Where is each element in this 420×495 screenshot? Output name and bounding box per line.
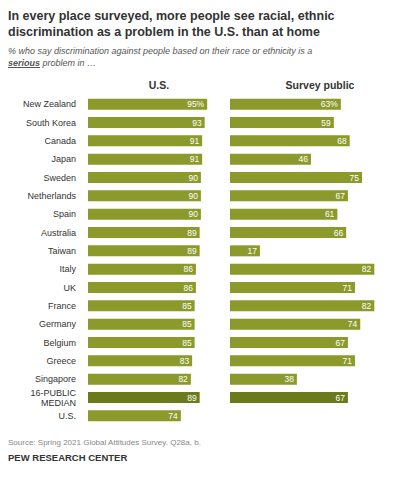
- svg-text:74: 74: [348, 319, 358, 329]
- svg-text:Japan: Japan: [51, 154, 76, 164]
- svg-text:UK: UK: [63, 283, 76, 293]
- svg-text:71: 71: [342, 283, 352, 293]
- svg-text:New Zealand: New Zealand: [23, 99, 76, 109]
- html-text:Source: Spring 2021 Global Att: Source: Spring 2021 Global Attitudes Sur…: [8, 438, 201, 447]
- html-text:PEW RESEARCH CENTER: PEW RESEARCH CENTER: [8, 452, 128, 463]
- svg-text:83: 83: [180, 356, 190, 366]
- svg-text:91: 91: [190, 136, 200, 146]
- svg-text:61: 61: [325, 209, 335, 219]
- svg-text:Italy: Italy: [59, 264, 76, 274]
- svg-text:90: 90: [188, 191, 198, 201]
- svg-text:Canada: Canada: [44, 136, 76, 146]
- svg-text:90: 90: [188, 173, 198, 183]
- svg-text:Netherlands: Netherlands: [27, 191, 76, 201]
- svg-text:89: 89: [187, 393, 197, 403]
- svg-text:82: 82: [178, 374, 188, 384]
- svg-text:68: 68: [337, 136, 347, 146]
- svg-text:16-PUBLICMEDIAN: 16-PUBLICMEDIAN: [30, 388, 76, 408]
- svg-text:67: 67: [335, 191, 345, 201]
- svg-text:85: 85: [182, 338, 192, 348]
- svg-text:86: 86: [183, 264, 193, 274]
- html-text:serious problem in …: serious problem in …: [8, 58, 96, 68]
- svg-text:Sweden: Sweden: [43, 173, 76, 183]
- svg-text:46: 46: [298, 154, 308, 164]
- html-text:% who say discrimination again: % who say discrimination against people …: [8, 46, 313, 56]
- svg-text:75: 75: [350, 173, 360, 183]
- svg-text:63%: 63%: [321, 99, 338, 109]
- svg-text:93: 93: [192, 118, 202, 128]
- svg-text:Germany: Germany: [39, 319, 77, 329]
- svg-text:89: 89: [187, 246, 197, 256]
- svg-text:France: France: [48, 301, 76, 311]
- svg-text:Belgium: Belgium: [43, 338, 76, 348]
- svg-text:82: 82: [362, 301, 372, 311]
- html-text:In every place surveyed, more: In every place surveyed, more people see…: [8, 9, 335, 23]
- svg-text:U.S.: U.S.: [58, 411, 76, 421]
- svg-text:Australia: Australia: [41, 228, 76, 238]
- svg-text:85: 85: [182, 319, 192, 329]
- svg-text:38: 38: [284, 374, 294, 384]
- svg-text:Singapore: Singapore: [35, 374, 76, 384]
- svg-text:82: 82: [362, 264, 372, 274]
- svg-text:89: 89: [187, 228, 197, 238]
- svg-text:South Korea: South Korea: [26, 118, 76, 128]
- svg-text:91: 91: [190, 154, 200, 164]
- svg-text:17: 17: [247, 246, 257, 256]
- svg-text:67: 67: [335, 393, 345, 403]
- svg-text:Taiwan: Taiwan: [48, 246, 76, 256]
- svg-text:67: 67: [335, 338, 345, 348]
- svg-text:66: 66: [334, 228, 344, 238]
- svg-text:86: 86: [183, 283, 193, 293]
- html-text:U.S.: U.S.: [148, 79, 170, 91]
- svg-text:95%: 95%: [187, 99, 204, 109]
- svg-text:59: 59: [321, 118, 331, 128]
- svg-text:Greece: Greece: [46, 356, 76, 366]
- svg-text:Spain: Spain: [53, 209, 76, 219]
- svg-text:90: 90: [188, 209, 198, 219]
- svg-text:74: 74: [168, 411, 178, 421]
- html-text:discrimination as a problem in: discrimination as a problem in the U.S. …: [8, 25, 320, 39]
- html-text:Survey public: Survey public: [285, 79, 355, 91]
- svg-text:85: 85: [182, 301, 192, 311]
- svg-text:71: 71: [342, 356, 352, 366]
